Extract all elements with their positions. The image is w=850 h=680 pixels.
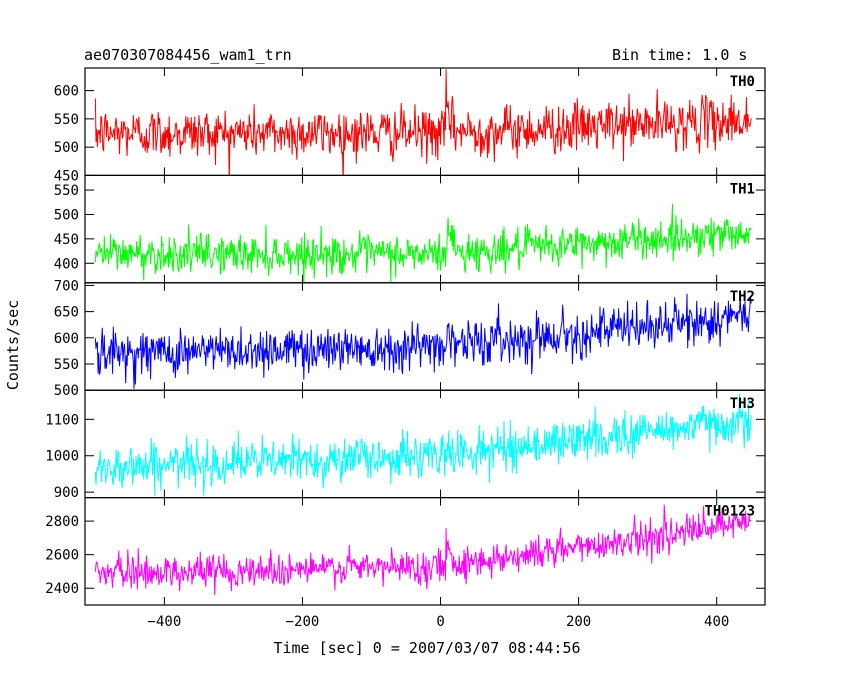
panel-label: TH1 bbox=[730, 181, 755, 197]
panel-label: TH3 bbox=[730, 396, 755, 412]
x-tick-label: 400 bbox=[704, 614, 729, 630]
x-tick-label: 0 bbox=[436, 614, 444, 630]
y-tick-label: 600 bbox=[54, 331, 79, 347]
y-tick-label: 550 bbox=[54, 183, 79, 199]
y-tick-label: 2400 bbox=[45, 581, 79, 597]
panel-label: TH2 bbox=[730, 289, 755, 305]
series-line-th0 bbox=[94, 69, 752, 176]
series-line-th0123 bbox=[94, 504, 752, 596]
x-tick-label: −200 bbox=[286, 614, 320, 630]
y-tick-label: 600 bbox=[54, 84, 79, 100]
panel-th2: 500 550 600 650 700 TH2 bbox=[54, 278, 766, 399]
y-tick-label: 650 bbox=[54, 305, 79, 321]
series-line-th2 bbox=[94, 293, 752, 389]
y-tick-label: 450 bbox=[54, 232, 79, 248]
y-tick-label: 500 bbox=[54, 383, 79, 399]
y-tick-label: 700 bbox=[54, 278, 79, 294]
panel-th0123: 2400 2600 2800 TH0123 bbox=[45, 497, 766, 606]
y-tick-label: 450 bbox=[54, 168, 79, 184]
y-tick-label: 2600 bbox=[45, 548, 79, 564]
chart-title-right: Bin time: 1.0 s bbox=[612, 46, 748, 64]
y-tick-label: 900 bbox=[54, 485, 79, 501]
y-tick-label: 400 bbox=[54, 256, 79, 272]
x-axis-title: Time [sec] 0 = 2007/03/07 08:44:56 bbox=[273, 639, 580, 657]
y-tick-label: 500 bbox=[54, 207, 79, 223]
y-tick-label: 1100 bbox=[45, 412, 79, 428]
series-line-th1 bbox=[94, 203, 752, 283]
series-line-th3 bbox=[94, 393, 752, 497]
panel-th0: 450 500 550 600 TH0 bbox=[54, 67, 766, 184]
y-tick-label: 500 bbox=[54, 140, 79, 156]
chart-title-left: ae070307084456_wam1_trn bbox=[84, 46, 292, 64]
panel-label: TH0 bbox=[730, 74, 755, 90]
y-tick-label: 1000 bbox=[45, 449, 79, 465]
panel-frame bbox=[84, 174, 766, 284]
x-tick-label: 200 bbox=[566, 614, 591, 630]
y-tick-label: 550 bbox=[54, 357, 79, 373]
panel-th3: 900 1000 1100 TH3 bbox=[45, 389, 766, 501]
panel-label: TH0123 bbox=[704, 504, 755, 520]
x-tick-label: −400 bbox=[148, 614, 182, 630]
y-axis-title: Counts/sec bbox=[4, 300, 22, 390]
y-tick-label: 550 bbox=[54, 112, 79, 128]
panel-th1: 400 450 500 550 TH1 bbox=[54, 174, 766, 284]
panel-frame bbox=[84, 497, 766, 606]
y-tick-label: 2800 bbox=[45, 514, 79, 530]
